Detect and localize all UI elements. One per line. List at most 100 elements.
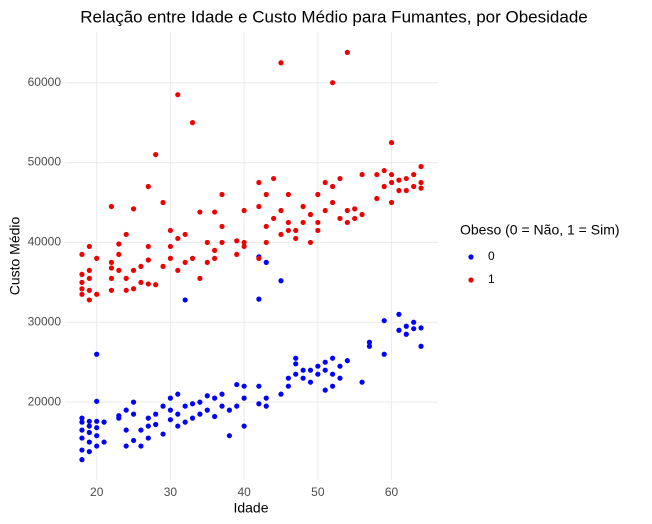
point <box>79 415 85 421</box>
point <box>285 383 291 389</box>
legend-label: 1 <box>488 272 495 286</box>
point <box>130 286 137 292</box>
point <box>94 398 100 404</box>
x-axis-label: Idade <box>233 500 268 516</box>
point <box>403 323 409 329</box>
point <box>175 423 181 429</box>
point <box>94 351 100 357</box>
point <box>293 227 299 234</box>
point <box>234 403 240 409</box>
point <box>219 223 225 230</box>
point <box>79 291 85 297</box>
point <box>418 343 424 349</box>
point <box>79 279 85 285</box>
point <box>79 286 85 292</box>
point <box>285 191 291 198</box>
point <box>322 367 328 373</box>
point <box>167 407 174 413</box>
point <box>315 219 321 226</box>
point <box>116 267 122 273</box>
y-tick-label: 50000 <box>28 155 62 169</box>
point <box>234 251 240 258</box>
point <box>278 278 284 284</box>
point <box>123 231 129 238</box>
point <box>219 403 225 409</box>
point <box>300 219 306 226</box>
point <box>344 358 350 364</box>
point <box>322 207 328 214</box>
point <box>381 167 387 174</box>
point <box>263 191 269 198</box>
point <box>204 259 210 265</box>
point <box>344 49 350 55</box>
y-tick-label: 30000 <box>28 314 62 328</box>
point <box>241 383 247 389</box>
point <box>241 395 247 401</box>
point <box>145 183 151 190</box>
point <box>160 263 166 269</box>
point <box>197 399 203 405</box>
point <box>285 219 291 226</box>
point <box>182 231 188 238</box>
point <box>79 457 85 463</box>
point <box>123 427 129 433</box>
legend-label: 0 <box>488 249 495 263</box>
point <box>396 327 402 333</box>
point <box>86 243 92 250</box>
point <box>396 177 402 183</box>
point <box>153 411 159 417</box>
point <box>86 275 92 281</box>
point <box>293 355 299 361</box>
point <box>79 427 85 433</box>
point <box>116 251 122 258</box>
point <box>226 433 232 439</box>
point <box>160 403 166 409</box>
point <box>212 395 218 401</box>
y-tick-label: 60000 <box>28 75 62 89</box>
point <box>79 447 85 453</box>
point <box>307 239 314 246</box>
point <box>403 175 409 182</box>
point <box>263 223 269 230</box>
point <box>396 187 402 194</box>
point <box>197 411 203 417</box>
point <box>204 407 210 413</box>
point <box>411 183 417 190</box>
point <box>322 387 328 393</box>
point <box>175 92 181 98</box>
point <box>344 207 350 214</box>
point <box>359 379 365 385</box>
point <box>167 255 174 261</box>
point <box>138 263 144 269</box>
point <box>212 247 218 254</box>
point <box>108 259 115 265</box>
point <box>271 215 277 222</box>
point <box>315 363 321 369</box>
point <box>307 379 314 385</box>
point <box>337 215 343 222</box>
x-tick-label: 20 <box>90 485 104 499</box>
point <box>108 203 115 210</box>
point <box>138 279 144 285</box>
point <box>307 211 314 218</box>
point <box>263 239 269 246</box>
point <box>86 267 92 273</box>
point <box>285 375 291 381</box>
point <box>86 429 92 436</box>
point <box>256 203 262 210</box>
point <box>101 439 107 445</box>
point <box>366 343 373 349</box>
point <box>153 421 159 428</box>
point <box>226 407 232 413</box>
point <box>189 415 196 421</box>
point <box>79 419 85 425</box>
legend-marker <box>468 254 474 260</box>
point <box>108 265 115 271</box>
point <box>108 287 115 293</box>
point <box>160 431 166 437</box>
point <box>189 120 196 126</box>
point <box>212 209 218 215</box>
point <box>145 281 151 287</box>
